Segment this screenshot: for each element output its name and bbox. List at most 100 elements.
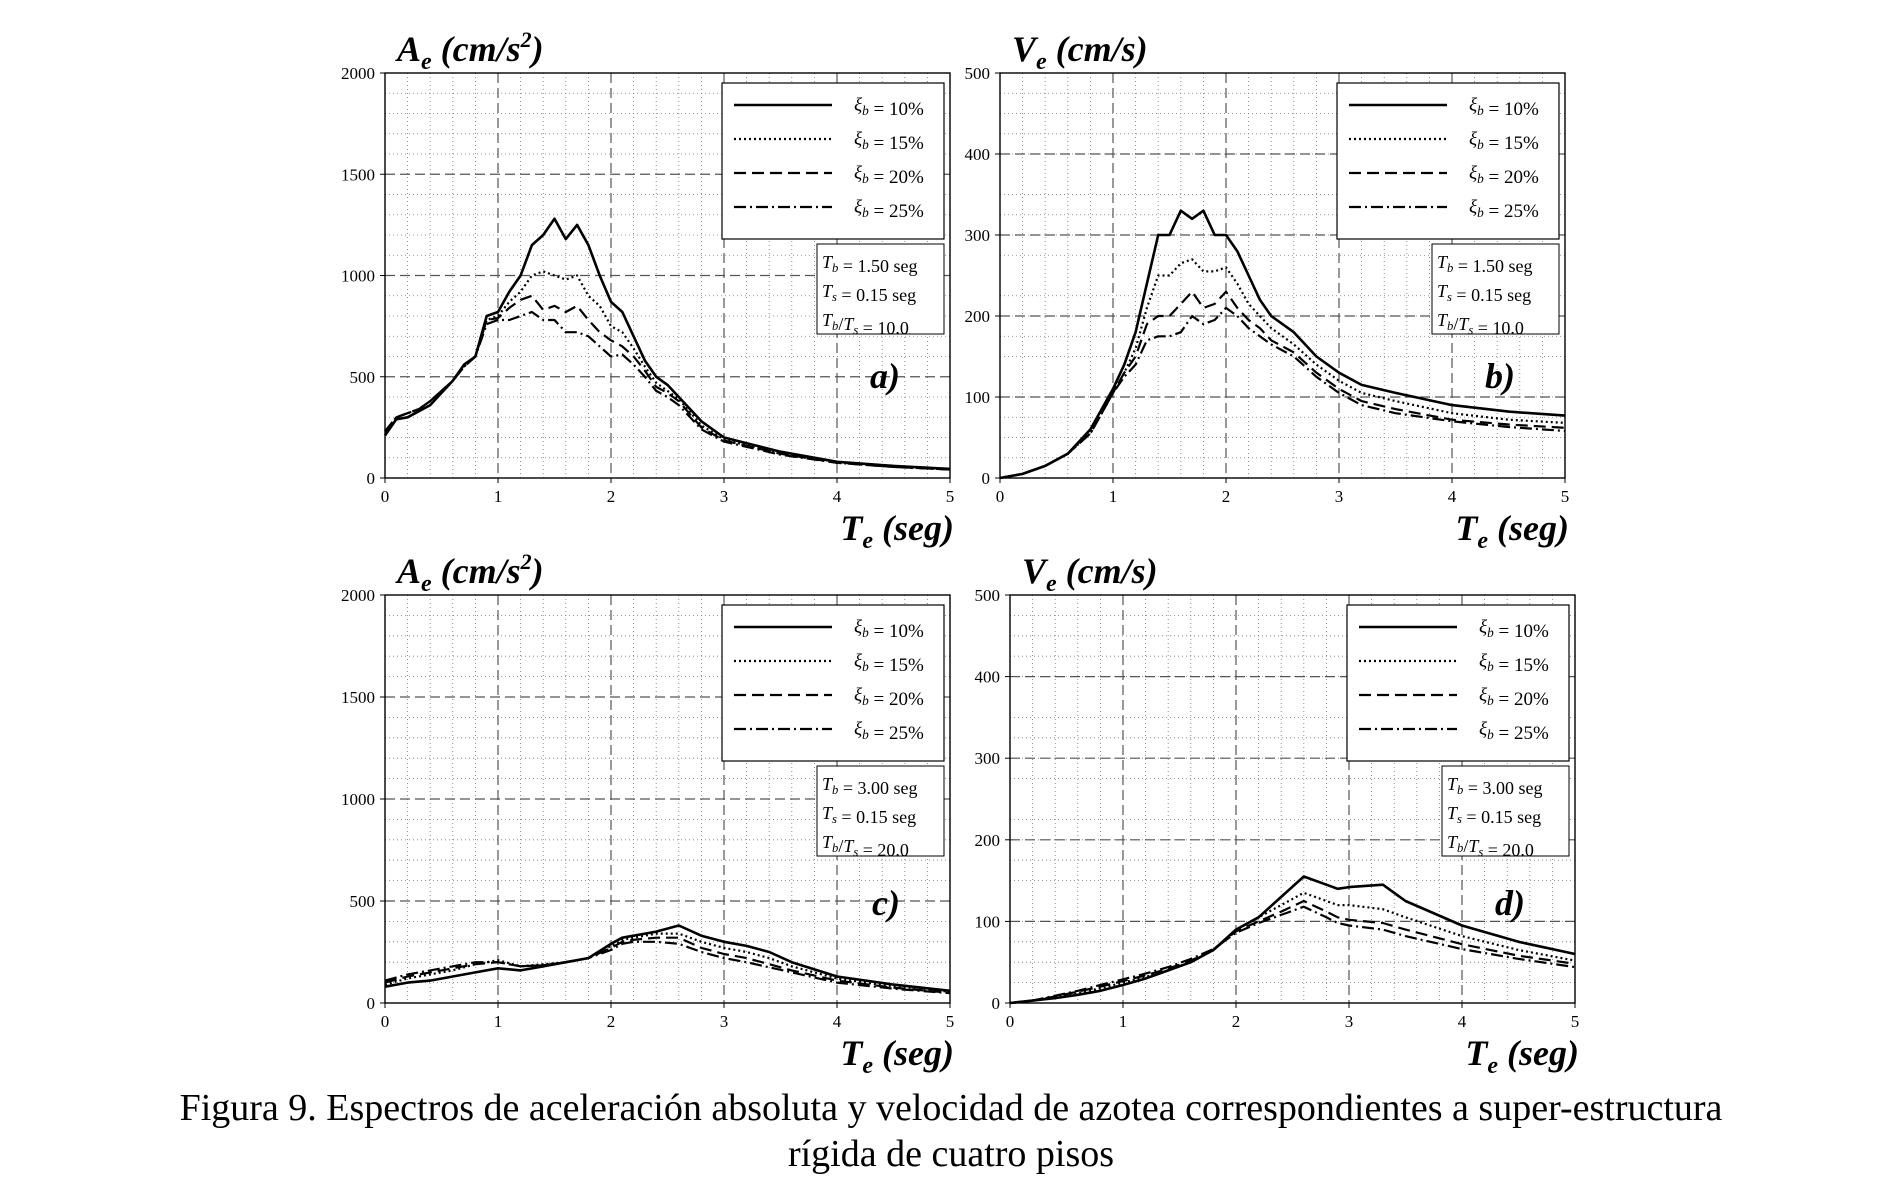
parameters-frame: [816, 243, 945, 335]
y-tick-label: 0: [367, 469, 376, 488]
series-line-2: [1009, 891, 1576, 1005]
legend-label-3: ξb = 20%: [854, 163, 924, 188]
legend-label-2: ξb = 15%: [854, 651, 924, 676]
y-tick-label: 0: [982, 469, 991, 488]
parameter-2: Ts = 0.15 seg: [822, 803, 916, 827]
legend: ξb = 10% ξb = 15% ξb = 20% ξb = 25%: [1346, 604, 1570, 762]
y-tick-label: 300: [975, 749, 1001, 768]
x-tick-label: 5: [946, 1012, 955, 1031]
series-line-4: [1009, 905, 1576, 1005]
legend-label-1: ξb = 10%: [854, 95, 924, 120]
series-line-2: [384, 932, 951, 993]
chart-panel-d: 0 1 2 3 4 5 0 100 200 300 400 500 Ve (cm/s) Te (seg) ξ…: [975, 551, 1580, 1079]
x-axis-title: Te (seg): [840, 1033, 954, 1079]
parameters-box: Tb = 1.50 seg Ts = 0.15 seg Tb/Ts = 10.0: [1431, 243, 1560, 338]
x-axis-title: Te (seg): [1455, 508, 1569, 554]
legend-label-4: ξb = 25%: [1469, 197, 1539, 222]
parameter-1: Tb = 3.00 seg: [822, 774, 917, 798]
legend-label-3: ξb = 20%: [1469, 163, 1539, 188]
parameter-2: Ts = 0.15 seg: [1437, 281, 1531, 305]
legend-box: [721, 604, 945, 762]
y-tick-label: 200: [965, 307, 991, 326]
parameters-frame: [816, 765, 945, 857]
y-tick-label: 500: [975, 586, 1001, 605]
legend-label-3: ξb = 20%: [1479, 685, 1549, 710]
plot-frame: [1009, 594, 1576, 1004]
panel-tag: c): [872, 883, 900, 923]
parameters-box: Tb = 3.00 seg Ts = 0.15 seg Tb/Ts = 20.0: [1441, 765, 1570, 860]
legend-label-1: ξb = 10%: [1479, 617, 1549, 642]
parameter-2: Ts = 0.15 seg: [822, 281, 916, 305]
y-tick-label: 1000: [341, 790, 375, 809]
series-line-4: [384, 310, 951, 471]
plot-frame: [999, 72, 1566, 479]
x-tick-label: 5: [1561, 487, 1570, 506]
y-axis-title: Ve (cm/s): [1022, 551, 1158, 597]
caption-line-2: rígida de cuatro pisos: [787, 1133, 1115, 1175]
y-tick-label: 1500: [341, 688, 375, 707]
series-line-3: [384, 936, 951, 994]
series-line-1: [999, 209, 1566, 480]
y-tick-label: 2000: [341, 586, 375, 605]
legend-label-1: ξb = 10%: [1469, 95, 1539, 120]
series-line-1: [384, 924, 951, 993]
y-axis-title: Ae (cm/s2): [395, 549, 544, 597]
x-tick-label: 3: [1335, 487, 1344, 506]
parameters-frame: [1431, 243, 1560, 335]
legend: ξb = 10% ξb = 15% ξb = 20% ξb = 25%: [721, 82, 945, 240]
y-tick-label: 500: [350, 368, 376, 387]
parameter-1: Tb = 3.00 seg: [1447, 774, 1542, 798]
parameter-1: Tb = 1.50 seg: [822, 252, 917, 276]
y-tick-label: 1500: [341, 165, 375, 184]
x-tick-label: 3: [720, 487, 729, 506]
legend-box: [721, 82, 945, 240]
panel-tag: b): [1485, 356, 1515, 396]
series-line-1: [1009, 875, 1576, 1005]
parameters-box: Tb = 3.00 seg Ts = 0.15 seg Tb/Ts = 20.0: [816, 765, 945, 860]
parameter-3: Tb/Ts = 10.0: [1437, 310, 1524, 338]
series-line-4: [384, 940, 951, 995]
series-line-3: [1009, 899, 1576, 1005]
parameter-1: Tb = 1.50 seg: [1437, 252, 1532, 276]
parameter-3: Tb/Ts = 20.0: [1447, 832, 1534, 860]
x-tick-label: 0: [1006, 1012, 1015, 1031]
legend-label-2: ξb = 15%: [854, 129, 924, 154]
chart-panel-a: 0 1 2 3 4 5 0 500 1000 1500 2000 Ae (cm/s2) Te (seg)…: [341, 27, 955, 554]
figure-caption: Figura 9. Espectros de aceleración absol…: [0, 1085, 1902, 1177]
y-tick-label: 400: [975, 668, 1001, 687]
caption-line-1: Figura 9. Espectros de aceleración absol…: [179, 1087, 1723, 1129]
x-tick-label: 2: [1232, 1012, 1241, 1031]
x-tick-label: 5: [946, 487, 955, 506]
x-tick-label: 3: [1345, 1012, 1354, 1031]
legend-label-2: ξb = 15%: [1479, 651, 1549, 676]
panel-tag: d): [1495, 883, 1525, 923]
legend: ξb = 10% ξb = 15% ξb = 20% ξb = 25%: [721, 604, 945, 762]
y-axis-title: Ve (cm/s): [1012, 29, 1148, 75]
legend-label-1: ξb = 10%: [854, 617, 924, 642]
x-tick-label: 1: [1109, 487, 1118, 506]
legend-label-3: ξb = 20%: [854, 685, 924, 710]
parameter-2: Ts = 0.15 seg: [1447, 803, 1541, 827]
legend-label-2: ξb = 15%: [1469, 129, 1539, 154]
y-tick-label: 500: [350, 892, 376, 911]
legend: ξb = 10% ξb = 15% ξb = 20% ξb = 25%: [1336, 82, 1560, 240]
x-tick-label: 4: [833, 1012, 842, 1031]
x-tick-label: 1: [1119, 1012, 1128, 1031]
y-tick-label: 200: [975, 831, 1001, 850]
x-tick-label: 4: [1458, 1012, 1467, 1031]
y-tick-label: 500: [965, 64, 991, 83]
parameters-frame: [1441, 765, 1570, 857]
legend-box: [1336, 82, 1560, 240]
parameter-3: Tb/Ts = 20.0: [822, 832, 909, 860]
x-tick-label: 0: [381, 1012, 390, 1031]
x-axis-title: Te (seg): [840, 508, 954, 554]
parameters-box: Tb = 1.50 seg Ts = 0.15 seg Tb/Ts = 10.0: [816, 243, 945, 338]
x-tick-label: 1: [494, 1012, 503, 1031]
legend-label-4: ξb = 25%: [854, 197, 924, 222]
y-tick-label: 300: [965, 226, 991, 245]
panel-tag: a): [870, 356, 900, 396]
x-tick-label: 2: [607, 1012, 616, 1031]
y-tick-label: 100: [965, 388, 991, 407]
x-axis-title: Te (seg): [1465, 1033, 1579, 1079]
